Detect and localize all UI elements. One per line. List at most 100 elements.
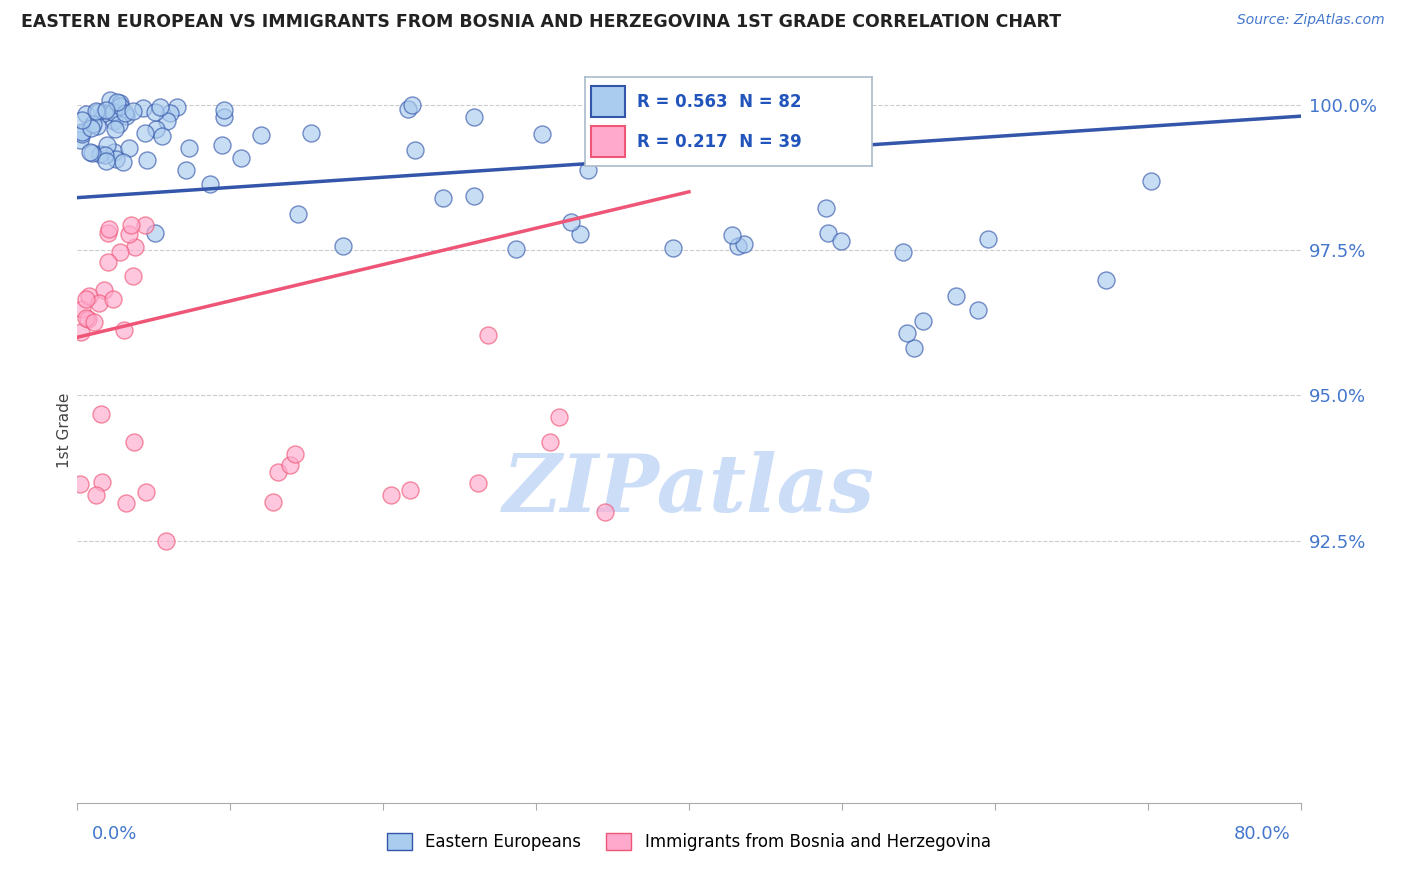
Point bbox=[977, 232, 1000, 246]
Point bbox=[911, 314, 934, 328]
Point bbox=[122, 103, 145, 118]
Point bbox=[76, 311, 98, 326]
Text: 80.0%: 80.0% bbox=[1234, 825, 1291, 843]
Point bbox=[903, 341, 925, 355]
Point bbox=[87, 104, 110, 119]
Point bbox=[727, 239, 749, 253]
Point bbox=[69, 325, 91, 339]
Point bbox=[278, 458, 301, 473]
Point bbox=[177, 141, 200, 155]
Point bbox=[135, 485, 157, 500]
Point bbox=[174, 163, 197, 178]
Point bbox=[79, 145, 101, 159]
Point bbox=[115, 109, 138, 123]
Point bbox=[97, 226, 120, 240]
Point bbox=[83, 315, 105, 329]
Point bbox=[891, 245, 914, 260]
Point bbox=[896, 326, 918, 341]
Point bbox=[101, 104, 124, 119]
Point bbox=[134, 126, 156, 140]
Point bbox=[75, 107, 97, 121]
Point bbox=[80, 146, 103, 161]
Point bbox=[720, 228, 742, 243]
Point bbox=[98, 93, 121, 107]
Point bbox=[103, 145, 125, 159]
Point bbox=[84, 488, 107, 502]
Point bbox=[118, 227, 141, 241]
Point bbox=[538, 435, 561, 450]
Point bbox=[120, 218, 142, 232]
Point bbox=[332, 238, 354, 252]
Text: EASTERN EUROPEAN VS IMMIGRANTS FROM BOSNIA AND HERZEGOVINA 1ST GRADE CORRELATION: EASTERN EUROPEAN VS IMMIGRANTS FROM BOSN… bbox=[21, 13, 1062, 31]
Point bbox=[143, 227, 166, 241]
Point bbox=[114, 106, 136, 120]
Point bbox=[112, 323, 135, 337]
Point bbox=[267, 465, 290, 479]
Point bbox=[159, 106, 181, 120]
Point bbox=[114, 496, 136, 510]
Point bbox=[463, 110, 485, 124]
Point bbox=[945, 288, 967, 302]
Point bbox=[70, 112, 93, 127]
Point bbox=[108, 99, 131, 113]
Point bbox=[124, 240, 146, 254]
Point bbox=[108, 95, 131, 110]
Point bbox=[70, 125, 93, 139]
Point bbox=[1094, 273, 1116, 287]
Point bbox=[93, 105, 115, 120]
Point bbox=[432, 191, 454, 205]
Point bbox=[96, 138, 118, 153]
Point bbox=[284, 447, 307, 461]
Point bbox=[156, 113, 179, 128]
Point bbox=[103, 113, 125, 128]
Point bbox=[69, 477, 91, 491]
Point bbox=[477, 328, 499, 343]
Y-axis label: 1st Grade: 1st Grade bbox=[56, 392, 72, 468]
Point bbox=[830, 234, 852, 248]
Point bbox=[104, 121, 127, 136]
Point bbox=[75, 292, 97, 306]
Point bbox=[89, 147, 111, 161]
Point bbox=[530, 128, 553, 142]
Point bbox=[82, 117, 104, 131]
Point bbox=[94, 147, 117, 161]
Point bbox=[121, 268, 143, 283]
Point bbox=[69, 133, 91, 147]
Text: 0.0%: 0.0% bbox=[91, 825, 136, 843]
Point bbox=[90, 408, 112, 422]
Point bbox=[966, 303, 988, 318]
Point bbox=[134, 219, 156, 233]
Point bbox=[98, 222, 121, 236]
Point bbox=[560, 215, 582, 229]
Point bbox=[733, 236, 755, 251]
Point bbox=[467, 475, 489, 490]
Point bbox=[149, 100, 172, 114]
Point bbox=[249, 128, 271, 143]
Point bbox=[93, 283, 115, 297]
Point bbox=[86, 104, 108, 119]
Point bbox=[132, 101, 155, 115]
Point bbox=[401, 97, 423, 112]
Point bbox=[76, 311, 98, 326]
Point bbox=[77, 288, 100, 302]
Point bbox=[124, 435, 146, 450]
Point bbox=[200, 178, 222, 192]
Point bbox=[70, 127, 93, 141]
Point bbox=[212, 103, 235, 117]
Point bbox=[262, 495, 284, 509]
Point bbox=[107, 117, 129, 131]
Point bbox=[86, 119, 108, 133]
Point bbox=[576, 163, 599, 178]
Point bbox=[155, 533, 177, 548]
Point bbox=[211, 138, 233, 153]
Point bbox=[150, 128, 173, 143]
Point bbox=[94, 103, 117, 117]
Point bbox=[661, 241, 683, 255]
Point bbox=[214, 110, 236, 124]
Point bbox=[299, 126, 322, 140]
Point bbox=[568, 227, 591, 241]
Point bbox=[91, 475, 114, 489]
Point bbox=[396, 102, 419, 116]
Point bbox=[80, 121, 103, 136]
Point bbox=[145, 122, 167, 136]
